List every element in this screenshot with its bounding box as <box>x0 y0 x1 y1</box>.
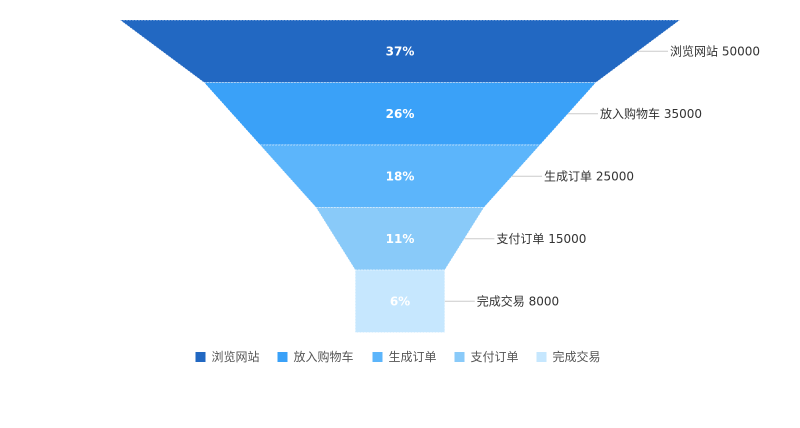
legend-item-3[interactable]: 生成订单 <box>372 350 437 364</box>
stage-outer-label: 完成交易 8000 <box>477 293 559 308</box>
legend: 浏览网站 放入购物车 生成订单 支付订单 完成交易 <box>195 349 601 364</box>
legend-item-2[interactable]: 放入购物车 <box>277 349 354 364</box>
legend-swatch <box>372 352 383 362</box>
stage-outer-label: 生成订单 25000 <box>544 169 634 183</box>
legend-swatch <box>454 352 465 362</box>
legend-swatch <box>195 352 206 362</box>
segment-percent-label: 18% <box>386 169 415 183</box>
funnel-segments <box>119 19 681 333</box>
legend-label: 支付订单 <box>471 350 519 364</box>
legend-item-1[interactable]: 浏览网站 <box>195 349 260 364</box>
leader-lines <box>444 50 668 302</box>
segment-percent-label: 11% <box>386 232 415 246</box>
segment-percent-label: 6% <box>390 294 410 308</box>
funnel-segment-5[interactable] <box>354 269 446 333</box>
segment-percent-label: 26% <box>386 107 415 121</box>
legend-label: 生成订单 <box>389 350 437 364</box>
stage-outer-label: 支付订单 15000 <box>496 232 586 246</box>
stage-outer-label: 放入购物车 35000 <box>600 106 702 121</box>
legend-swatch <box>536 352 547 362</box>
legend-label: 浏览网站 <box>212 349 260 364</box>
segment-percent-label: 37% <box>386 44 415 58</box>
stage-outer-label: 浏览网站 50000 <box>670 43 760 58</box>
legend-label: 放入购物车 <box>294 349 354 364</box>
funnel-labels: 37% 浏览网站 50000 26% 放入购物车 35000 18% 生成订单 25000… <box>386 43 760 308</box>
legend-item-5[interactable]: 完成交易 <box>536 349 601 364</box>
legend-item-4[interactable]: 支付订单 <box>454 350 519 364</box>
legend-swatch <box>277 352 288 362</box>
legend-label: 完成交易 <box>553 349 601 364</box>
